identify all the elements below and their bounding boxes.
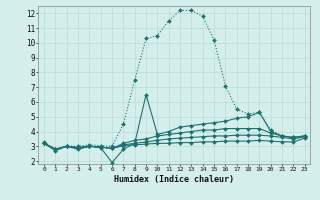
X-axis label: Humidex (Indice chaleur): Humidex (Indice chaleur) (115, 175, 234, 184)
